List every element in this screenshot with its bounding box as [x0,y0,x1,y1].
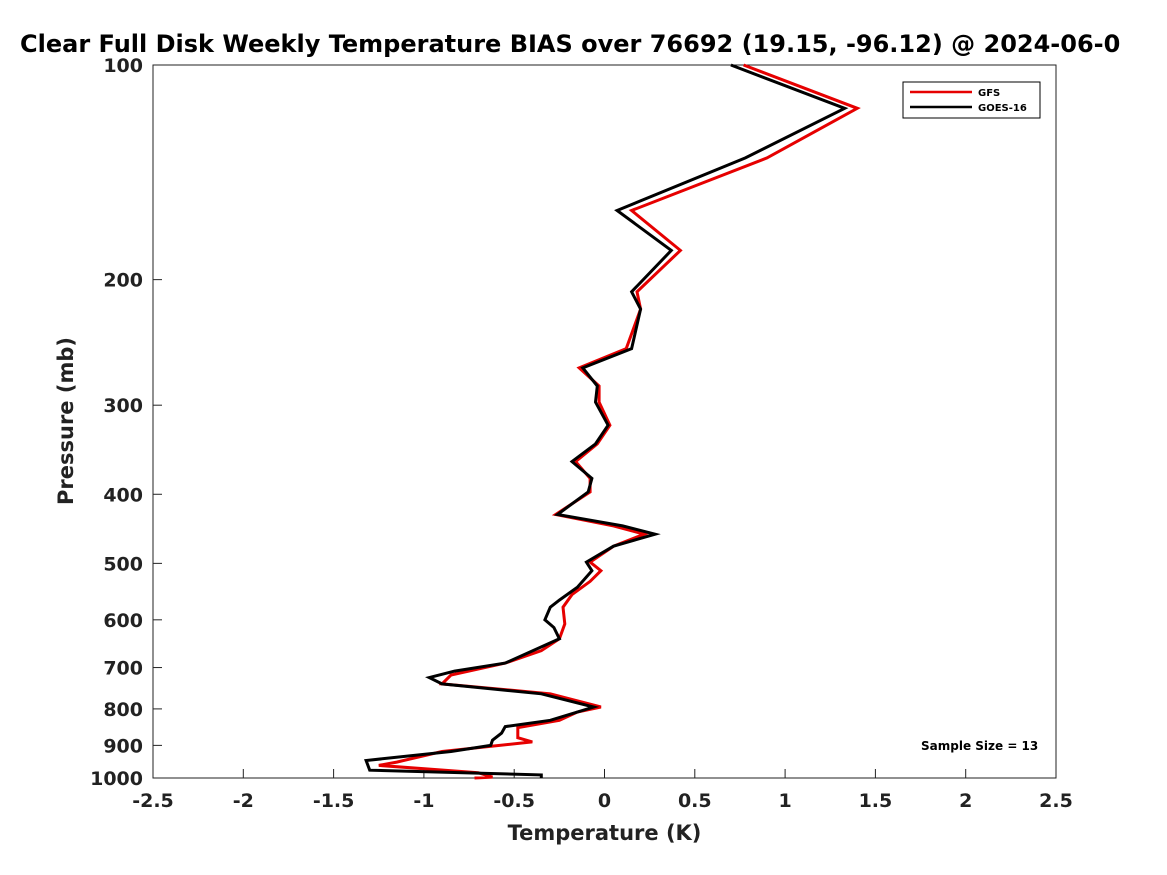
series-layer [364,63,861,780]
chart-title: Clear Full Disk Weekly Temperature BIAS … [20,30,1120,58]
y-tick-label: 700 [103,658,143,680]
x-tick-label: 0.5 [678,790,712,812]
y-axis-label: Pressure (mb) [54,337,78,505]
series-line-goes16 [364,63,849,778]
sample-size-annotation: Sample Size = 13 [921,739,1038,753]
legend-label-goes16: GOES-16 [978,103,1027,114]
y-tick-label: 400 [103,484,143,506]
x-tick-label: 2 [959,790,972,812]
y-tick-label: 300 [103,395,143,417]
series-line-gfs [378,63,861,780]
x-tick-label: 1 [778,790,791,812]
x-axis-label: Temperature (K) [508,821,702,845]
legend-box [902,81,1041,119]
x-tick-label: -1 [413,790,434,812]
x-tick-label: -2 [233,790,254,812]
y-tick-label: 500 [103,553,143,575]
legend-label-gfs: GFS [978,88,1000,99]
y-tick-label: 200 [103,270,143,292]
y-tick-label: 800 [103,699,143,721]
x-tick-label: 0 [598,790,611,812]
y-axis: 100 200 300 400 500 600 700 800 900 1000 [90,55,162,790]
y-tick-label: 1000 [90,768,143,790]
x-tick-label: -0.5 [493,790,535,812]
y-tick-label: 900 [103,735,143,757]
y-tick-label: 600 [103,610,143,632]
y-tick-label: 100 [103,55,143,77]
x-tick-label: 1.5 [859,790,893,812]
x-tick-label: -1.5 [313,790,355,812]
x-tick-label: -2.5 [132,790,174,812]
legend: GFS GOES-16 [902,81,1041,119]
x-tick-label: 2.5 [1039,790,1073,812]
x-axis: -2.5 -2 -1.5 -1 -0.5 0 0.5 1 1.5 2 2.5 [132,769,1073,812]
